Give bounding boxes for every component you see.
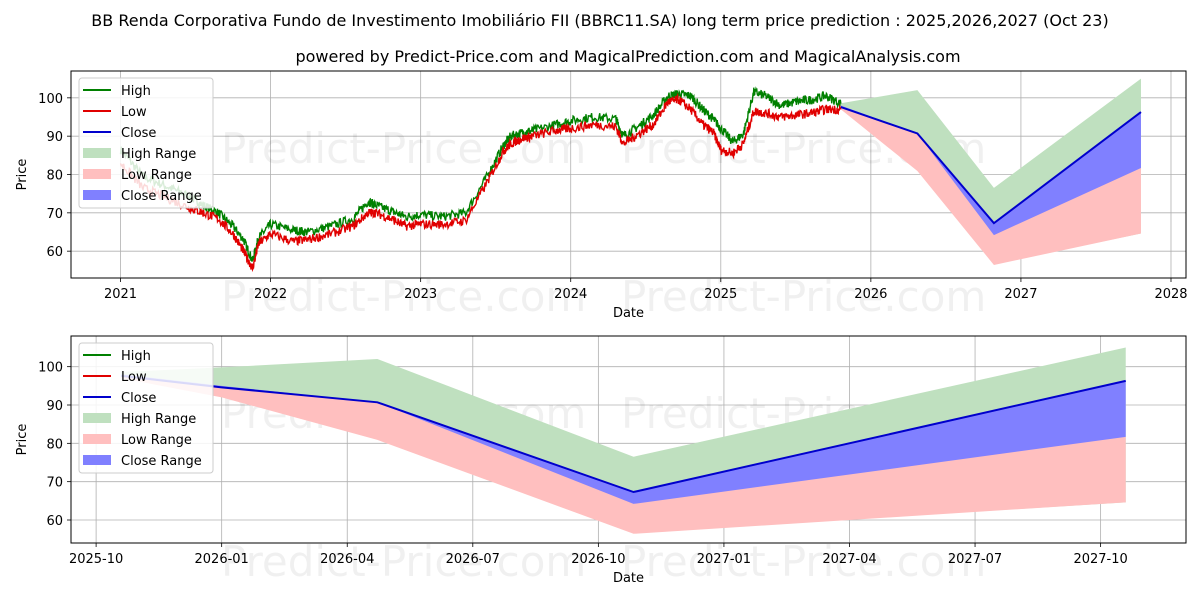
legend-label-low: Low (121, 105, 147, 120)
x-tick-label: 2023 (404, 287, 437, 302)
legend-swatch-high-range (83, 148, 111, 158)
x-tick-label: 2026-07 (446, 552, 500, 567)
y-tick-label: 60 (46, 245, 63, 260)
y-tick-label: 100 (38, 361, 63, 376)
legend-swatch-low-range (83, 434, 111, 444)
watermark: Predict-Price.com (221, 537, 586, 586)
x-axis-label: Date (613, 571, 644, 586)
y-tick-label: 90 (46, 399, 63, 414)
x-tick-label: 2025 (704, 287, 737, 302)
legend-swatch-low-range (83, 169, 111, 179)
x-tick-label: 2025-10 (69, 552, 123, 567)
legend-swatch-close-range (83, 455, 111, 465)
x-tick-label: 2027-01 (697, 552, 751, 567)
y-tick-label: 70 (46, 476, 63, 491)
x-tick-label: 2027-10 (1073, 552, 1127, 567)
x-tick-label: 2027-07 (948, 552, 1002, 567)
close-forecast-line (840, 106, 1142, 225)
legend-label-high-range: High Range (121, 147, 196, 162)
history-panel: 2021 2022 2023 2024 2025 2026 2027 2028 60 70 80 90… (15, 70, 1188, 321)
close-range-band (840, 105, 1141, 236)
x-axis-label: Date (613, 306, 644, 321)
low-range-band (840, 107, 1141, 265)
legend-label-low-range: Low Range (121, 168, 192, 183)
x-tick-label: 2027-04 (822, 552, 876, 567)
watermark: Predict-Price.com (621, 272, 986, 321)
legend-box (78, 342, 214, 474)
plot-frame (70, 70, 1187, 279)
x-tick-label: 2026-10 (571, 552, 625, 567)
x-tick-label: 2026-04 (320, 552, 374, 567)
y-tick-label: 90 (46, 130, 63, 145)
y-axis-label: Price (15, 159, 30, 191)
plot-frame (70, 335, 1187, 544)
watermark: Predict-Price.com (621, 537, 986, 586)
chart-title: BB Renda Corporativa Fundo de Investimen… (91, 11, 1108, 30)
legend-label-high-range: High Range (121, 412, 196, 427)
high-series-line (119, 86, 842, 262)
x-tick-label: 2022 (254, 287, 287, 302)
legend-box (78, 77, 214, 209)
chart-subtitle: powered by Predict-Price.com and Magical… (295, 47, 960, 66)
y-axis-label: Price (15, 424, 30, 456)
legend-label-high: High (121, 349, 151, 364)
low-series-line (119, 92, 842, 273)
x-tick-label: 2028 (1154, 287, 1187, 302)
y-tick-label: 80 (46, 437, 63, 452)
y-tick-label: 80 (46, 169, 63, 184)
y-tick-label: 60 (46, 514, 63, 529)
low-range-band (121, 375, 1126, 534)
legend-swatch-close-range (83, 190, 111, 200)
watermark: Predict-Price.com (221, 272, 586, 321)
legend-label-low: Low (121, 370, 147, 385)
legend-label-low-range: Low Range (121, 433, 192, 448)
y-tick-label: 100 (38, 92, 63, 107)
legend-label-close: Close (121, 126, 156, 141)
x-tick-label: 2024 (554, 287, 587, 302)
legend-label-high: High (121, 84, 151, 99)
legend-label-close-range: Close Range (121, 454, 202, 469)
x-tick-label: 2027 (1004, 287, 1037, 302)
x-tick-label: 2026 (854, 287, 887, 302)
forecast-zoom-panel: 2025-10 2026-01 2026-04 2026-07 2026-10 2027-… (15, 335, 1187, 586)
legend-label-close: Close (121, 391, 156, 406)
x-tick-label: 2021 (104, 287, 137, 302)
x-tick-label: 2026-01 (195, 552, 249, 567)
y-tick-label: 70 (46, 207, 63, 222)
legend-label-close-range: Close Range (121, 189, 202, 204)
legend-swatch-high-range (83, 413, 111, 423)
